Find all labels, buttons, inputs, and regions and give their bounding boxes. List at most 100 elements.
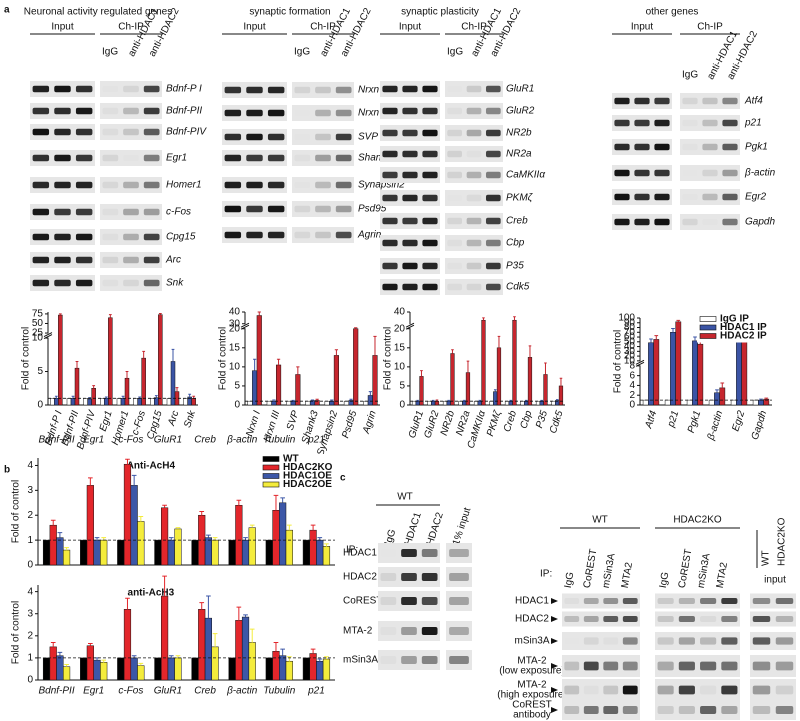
- gel-band: [315, 231, 331, 239]
- gel-band: [382, 107, 398, 115]
- gene-label: Synapsin2: [358, 180, 405, 191]
- gel-band: [102, 154, 119, 162]
- gel-band: [775, 685, 794, 695]
- gel-band: [775, 706, 794, 714]
- gel-band: [315, 205, 331, 213]
- gel-header: Input: [631, 22, 653, 33]
- gel-band: [485, 283, 501, 291]
- error-bar: [175, 387, 179, 392]
- gene-label: P35: [506, 261, 524, 272]
- error-bar: [671, 327, 675, 333]
- bar: [80, 657, 88, 681]
- gel-band: [722, 218, 738, 226]
- error-bar: [764, 397, 769, 400]
- y-tick-label: 0: [399, 400, 405, 411]
- gel-band: [447, 150, 463, 158]
- error-bar: [334, 349, 339, 356]
- gel-band: [678, 637, 695, 645]
- legend-swatch: [699, 316, 717, 322]
- gel: [100, 229, 162, 245]
- bar: [158, 314, 163, 406]
- bar: [309, 653, 317, 681]
- error-bar: [125, 371, 129, 379]
- bar: [116, 398, 122, 406]
- gel-band: [267, 205, 285, 213]
- row-arrow: [551, 687, 558, 693]
- gel-band: [775, 616, 794, 622]
- group-label: WT: [592, 515, 608, 526]
- axis-break-mark: [240, 322, 250, 328]
- row-label: (high exposure): [497, 690, 566, 701]
- gel-band: [32, 85, 50, 93]
- bar: [302, 657, 311, 681]
- lane-label: MTA2: [620, 561, 635, 589]
- gel-band: [752, 598, 771, 604]
- gene-label: Egr2: [745, 192, 767, 203]
- gel-band: [32, 107, 50, 115]
- gene-label: GluR2: [506, 106, 535, 117]
- gel: [446, 621, 472, 641]
- gel-band: [447, 129, 463, 137]
- gel-band: [722, 143, 738, 151]
- gel-band: [422, 85, 438, 93]
- gel-band: [380, 573, 397, 581]
- x-tick-label: Snk: [182, 408, 198, 429]
- gel-band: [335, 205, 352, 213]
- bar: [137, 521, 145, 566]
- gel-band: [603, 637, 618, 644]
- x-tick-label: p21: [307, 435, 325, 446]
- gel-band: [678, 616, 695, 622]
- bar: [167, 657, 175, 681]
- y-tick-label: 25: [32, 328, 44, 339]
- gel-band: [382, 262, 398, 270]
- gel-band: [143, 107, 160, 115]
- input-label: input: [764, 575, 786, 586]
- input-lane-label: HDAC2KO: [777, 517, 788, 566]
- gel-band: [402, 262, 418, 270]
- bar: [527, 357, 533, 406]
- gel-band: [32, 154, 50, 162]
- gel-band: [75, 154, 93, 162]
- x-tick-label: Cdk5: [548, 409, 566, 435]
- gel: [446, 591, 472, 611]
- bar: [353, 328, 359, 406]
- bar: [241, 616, 250, 681]
- legend-label: IgG IP: [720, 314, 749, 325]
- bar: [473, 400, 479, 406]
- x-tick-label: Gapdh: [750, 409, 770, 441]
- bar: [154, 397, 159, 406]
- bar: [241, 539, 250, 566]
- gel-band: [634, 218, 650, 226]
- gene-label: Creb: [506, 216, 528, 227]
- bar: [154, 539, 162, 566]
- gel: [562, 593, 640, 609]
- bar: [520, 400, 525, 406]
- row-arrow: [551, 707, 558, 713]
- y-tick-label: 50: [624, 336, 636, 347]
- error-bar: [108, 314, 112, 318]
- error-bar: [175, 655, 181, 658]
- bar: [446, 400, 451, 406]
- gel-band: [402, 239, 418, 247]
- bar: [70, 398, 76, 406]
- gel-band: [401, 573, 417, 581]
- gel-band: [614, 97, 630, 105]
- gel: [750, 593, 796, 609]
- error-bar: [101, 659, 107, 663]
- x-tick-label: Agrin: [361, 409, 379, 436]
- y-tick-label: 1: [27, 653, 33, 664]
- gel-band: [614, 169, 630, 177]
- bar: [228, 539, 236, 566]
- gel-band: [682, 218, 698, 226]
- error-bar: [291, 399, 295, 402]
- bar: [427, 400, 432, 406]
- bar: [191, 657, 199, 681]
- y-tick-label: 8: [629, 360, 635, 371]
- gene-label: Arc: [165, 255, 181, 266]
- bar: [333, 355, 339, 406]
- bar: [670, 332, 676, 406]
- gene-label: Cbp: [506, 238, 525, 249]
- lane-label: mSin3A: [601, 552, 618, 589]
- gel-band: [485, 217, 501, 225]
- bar: [322, 658, 331, 681]
